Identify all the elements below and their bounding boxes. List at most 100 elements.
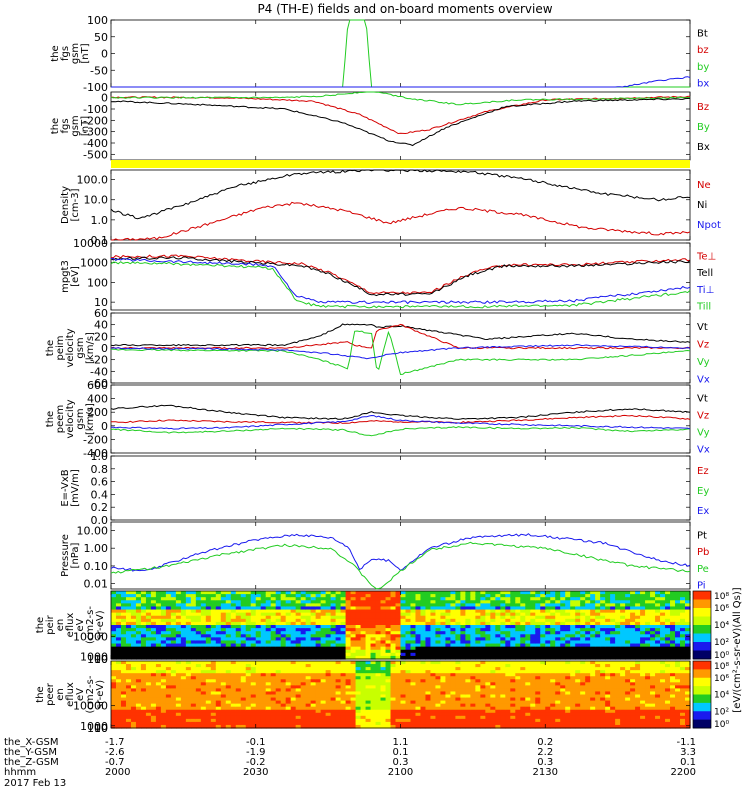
spectrogram-cell (480, 594, 486, 598)
spectrogram-cell (195, 621, 202, 626)
spectrogram-cell (405, 682, 412, 686)
spectrogram-cell (545, 706, 551, 711)
spectrogram-cell (325, 682, 332, 686)
spectrogram-cell (185, 718, 192, 723)
spectrogram-cell (285, 697, 292, 702)
spectrogram-cell (480, 634, 486, 638)
spectrogram-cell (430, 712, 437, 717)
spectrogram-cell (365, 709, 372, 714)
spectrogram-cell (670, 606, 676, 611)
y-axis-title-line: fgs (60, 46, 71, 61)
spectrogram-cell (570, 700, 576, 705)
spectrogram-cell (190, 591, 197, 595)
spectrogram-cell (525, 649, 531, 654)
spectrogram-cell (545, 697, 551, 702)
spectrogram-cell (111, 652, 117, 657)
spectrogram-cell (410, 649, 417, 654)
spectrogram-cell (470, 676, 476, 680)
spectrogram-cell (270, 682, 277, 686)
spectrogram-cell (535, 715, 541, 720)
spectrogram-cell (215, 667, 222, 671)
spectrogram-cell (505, 724, 511, 729)
spectrogram-cell (400, 715, 407, 720)
spectrogram-cell (435, 631, 442, 635)
spectrogram-cell (610, 621, 616, 626)
spectrogram-cell (395, 670, 402, 674)
spectrogram-cell (495, 618, 501, 623)
spectrogram-cell (525, 670, 531, 674)
spectrogram-cell (345, 670, 352, 674)
spectrogram-cell (530, 606, 536, 611)
spectrogram-cell (490, 625, 496, 629)
spectrogram-cell (240, 667, 247, 671)
spectrogram-cell (340, 724, 347, 729)
y-tick-label: 100 (87, 276, 108, 289)
spectrogram-cell (565, 591, 571, 595)
spectrogram-cell (215, 594, 222, 598)
spectrogram-cell (320, 643, 327, 648)
spectrogram-cell (375, 709, 382, 714)
spectrogram-cell (290, 709, 297, 714)
series-line-Vt (110, 404, 691, 420)
spectrogram-cell (495, 646, 501, 651)
spectrogram-cell (220, 694, 227, 699)
spectrogram-cell (305, 597, 312, 601)
spectrogram-cell (380, 634, 387, 638)
spectrogram-cell (390, 594, 397, 598)
spectrogram-cell (525, 694, 531, 699)
spectrogram-cell (245, 676, 252, 680)
spectrogram-cell (425, 600, 432, 604)
spectrogram-cell (595, 631, 601, 635)
spectrogram-cell (130, 652, 137, 657)
spectrogram-cell (220, 600, 227, 604)
spectrogram-cell (515, 603, 521, 608)
spectrogram-cell (285, 646, 292, 651)
spectrogram-cell (680, 618, 686, 623)
series-line-Pi (110, 533, 691, 572)
spectrogram-cell (205, 688, 212, 693)
spectrogram-cell (225, 618, 232, 623)
spectrogram-cell (205, 694, 212, 699)
spectrogram-cell (345, 676, 352, 680)
y-axis-title-line: [nT] (80, 116, 91, 136)
spectrogram-cell (300, 637, 307, 642)
spectrogram-cell (385, 697, 392, 702)
spectrogram-cell (265, 676, 272, 680)
spectrogram-cell (170, 631, 177, 635)
spectrogram-cell (140, 709, 147, 714)
spectrogram-cell (330, 700, 337, 705)
spectrogram-cell (460, 631, 466, 635)
spectrogram-cell (290, 655, 297, 660)
spectrogram-cell (635, 625, 641, 629)
spectrogram-cell (335, 697, 342, 702)
spectrogram-cell (135, 709, 142, 714)
spectrogram-cell (585, 637, 591, 642)
spectrogram-cell (325, 703, 332, 708)
spectrogram-cell (140, 694, 147, 699)
spectrogram-cell (330, 625, 337, 629)
spectrogram-cell (205, 612, 212, 617)
spectrogram-cell (265, 597, 272, 601)
spectrogram-cell (155, 715, 162, 720)
spectrogram-cell (400, 634, 407, 638)
spectrogram-cell (435, 625, 442, 629)
spectrogram-cell (350, 600, 357, 604)
spectrogram-cell (280, 724, 287, 729)
spectrogram-cell (230, 609, 237, 614)
spectrogram-cell (530, 703, 536, 708)
spectrogram-cell (350, 606, 357, 611)
spectrogram-cell (220, 709, 227, 714)
spectrogram-cell (440, 646, 447, 651)
spectrogram-cell (560, 643, 566, 648)
spectrogram-cell (465, 700, 471, 705)
spectrogram-cell (320, 706, 327, 711)
spectrogram-cell (665, 615, 671, 620)
spectrogram-cell (385, 646, 392, 651)
spectrogram-cell (175, 625, 182, 629)
spectrogram-cell (390, 712, 397, 717)
spectrogram-cell (445, 661, 452, 665)
spectrogram-cell (295, 682, 302, 686)
spectrogram-cell (235, 612, 242, 617)
spectrogram-cell (180, 709, 187, 714)
